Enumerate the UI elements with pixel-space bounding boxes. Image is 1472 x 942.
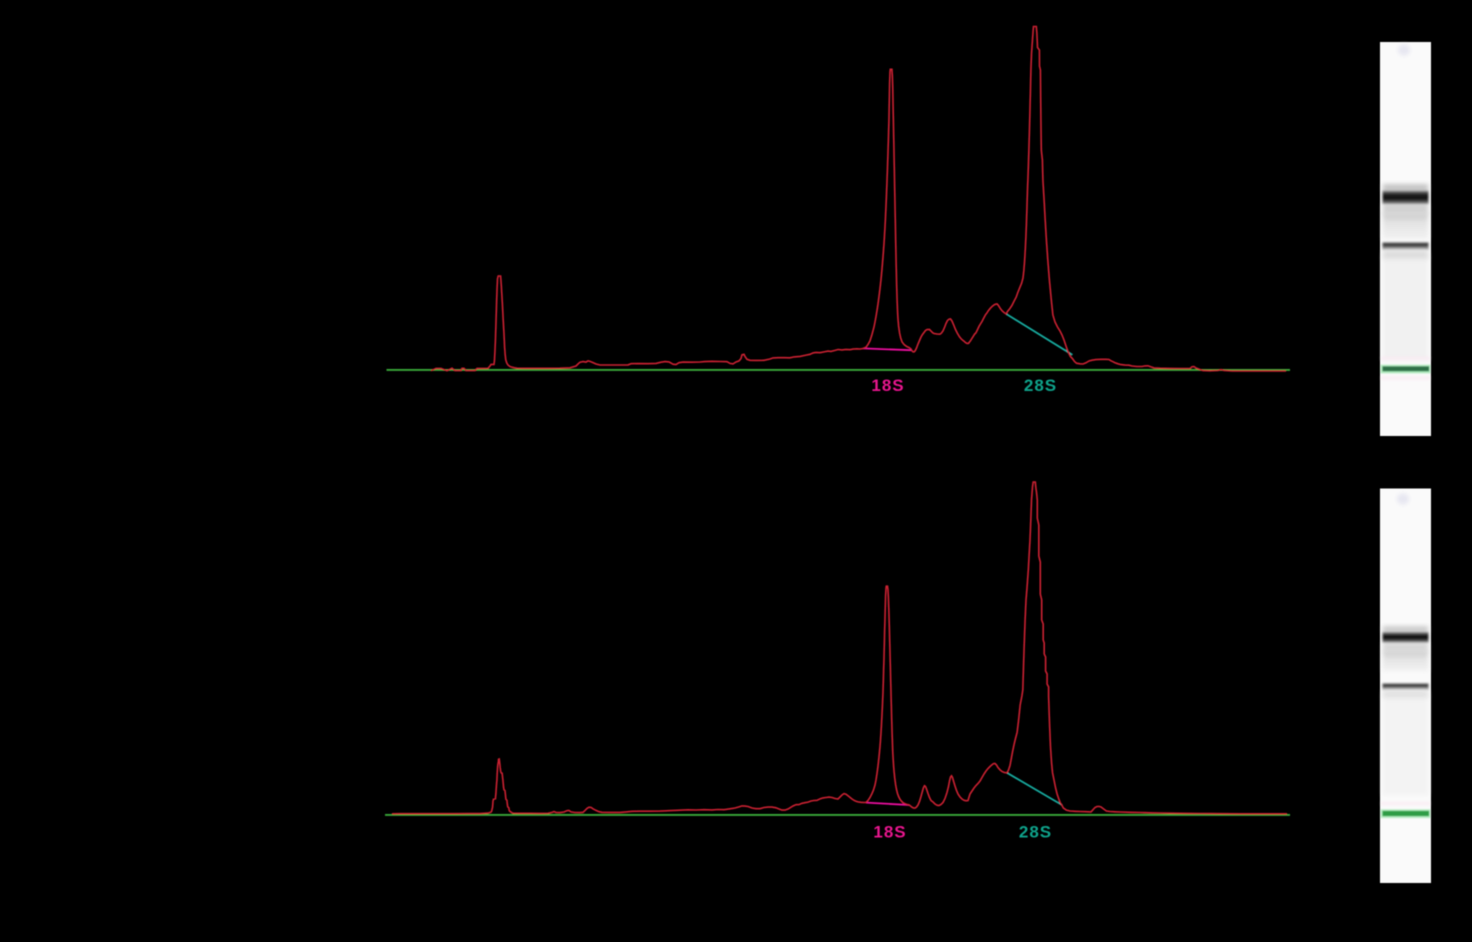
svg-text:18S: 18S [873,823,906,842]
svg-text:28S: 28S [1024,376,1057,395]
svg-text:28S: 28S [1019,823,1052,842]
svg-text:18S: 18S [871,376,904,395]
